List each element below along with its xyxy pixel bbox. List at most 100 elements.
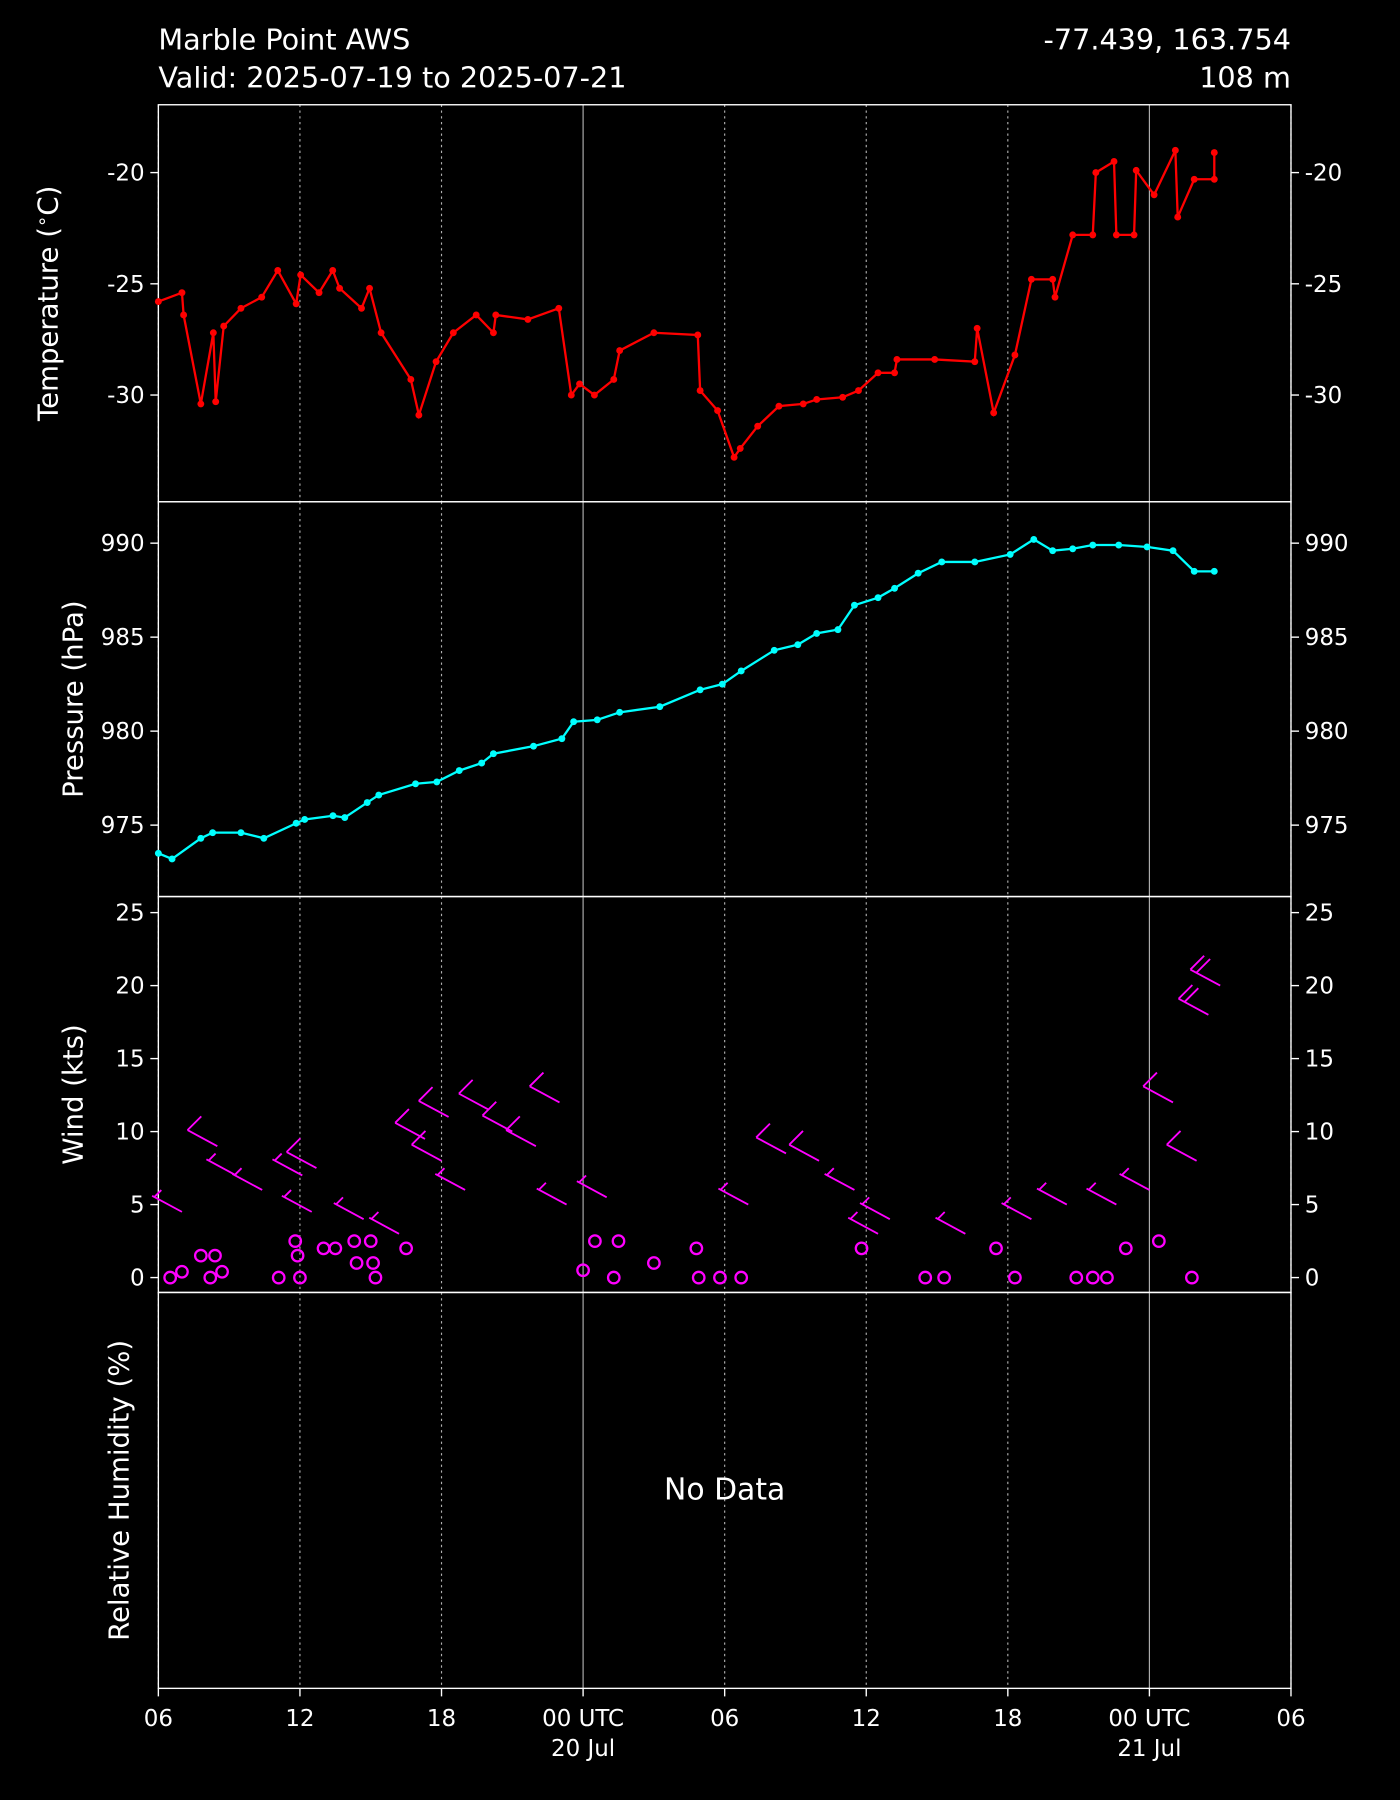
data-point [794,641,802,649]
data-point [971,558,979,566]
barb-stroke [333,1196,365,1220]
barb-stroke [576,1174,608,1199]
data-point [938,558,946,566]
barb-stroke [1119,1167,1150,1191]
barb-stroke [1086,1182,1117,1206]
data-point [714,407,722,415]
wind-barb [151,1189,183,1213]
data-point [478,759,486,767]
data-point [237,829,245,837]
wind-barb [285,1137,317,1169]
data-point [1169,547,1177,555]
data-point [415,411,423,419]
data-point [329,267,337,274]
barb-stroke [1142,1071,1174,1104]
wind-barb [1189,955,1221,987]
wind-barb [576,1174,608,1199]
x-tick-label: 00 UTC 20 Jul [542,1706,624,1762]
wind-barb [935,1211,966,1235]
x-tick-label: 06 [144,1706,173,1732]
data-point [363,799,371,807]
y-axis-label: Relative Humidity (%) [104,1340,136,1641]
x-tick-label: 06 [1276,1706,1305,1732]
data-point [1089,231,1097,239]
calm-circle [646,1256,661,1270]
data-point [530,742,537,750]
wind-barb [205,1152,237,1177]
data-point [736,444,744,452]
data-point [315,289,323,297]
barb-stroke [935,1211,966,1235]
data-point [718,680,726,688]
calm-circle [1085,1270,1100,1285]
calm-circle [689,1241,704,1256]
calm-circle [1008,1270,1022,1285]
calm-circle [163,1270,178,1285]
y-tick-label-right: 25 [1305,901,1334,927]
wind-barb [717,1182,749,1206]
data-point [407,376,415,383]
data-point [220,322,228,330]
data-point [576,380,583,388]
barb-stroke [1166,1130,1198,1162]
y-tick-label-right: 980 [1305,719,1349,745]
calm-circle [193,1248,208,1263]
y-tick-label: 975 [101,813,145,839]
wind-barb [859,1196,891,1220]
data-point [209,829,217,837]
y-tick-label: 5 [130,1193,145,1219]
data-point [1150,191,1158,199]
data-point [292,300,300,308]
wind-barb [1177,984,1209,1016]
barb-stroke [418,1086,450,1118]
data-point [1112,231,1120,239]
y-tick-label: 985 [101,625,145,651]
data-point [891,369,899,377]
y-tick-label: -30 [107,383,144,409]
barb-stroke [859,1196,891,1220]
data-point [489,750,497,758]
data-point [971,358,979,366]
wind-barb [788,1130,820,1162]
data-point [341,814,349,822]
data-point [696,686,704,694]
y-tick-label-right: -20 [1305,161,1342,187]
data-point [197,834,205,842]
y-tick-label: 25 [115,901,144,927]
y-axis-label: Pressure (hPa) [58,600,90,797]
barb-stroke [788,1130,820,1162]
wind-barb [186,1115,218,1147]
data-point [813,396,821,403]
calm-circle [576,1263,590,1278]
coordinates: -77.439, 163.754 [1044,23,1291,57]
x-tick-label: 12 [285,1706,314,1732]
data-point [180,311,188,319]
wind-barb [1142,1071,1174,1104]
barb-stroke [434,1167,466,1191]
calm-circle [328,1241,343,1256]
data-point [260,834,268,842]
calm-circle [713,1270,727,1285]
data-point [1011,351,1019,359]
y-tick-label-right: 0 [1305,1266,1320,1292]
wind-barb [368,1211,400,1235]
calm-circle [363,1234,378,1248]
y-tick-label: -20 [107,161,144,187]
barb-stroke [1189,955,1221,987]
barb-stroke [368,1211,400,1235]
data-point [524,315,532,323]
data-point [650,329,658,337]
data-point [432,358,440,366]
data-point [799,400,807,408]
data-point [1092,169,1100,177]
wind-barb [231,1167,263,1191]
calm-circle [1100,1270,1114,1285]
wind-barb [755,1122,787,1155]
x-tick-label: 18 [427,1706,456,1732]
y-tick-label: -25 [107,272,144,298]
y-tick-label-right: -25 [1305,272,1342,298]
barb-stroke [505,1115,537,1147]
valid-range: Valid: 2025-07-19 to 2025-07-21 [158,61,626,95]
